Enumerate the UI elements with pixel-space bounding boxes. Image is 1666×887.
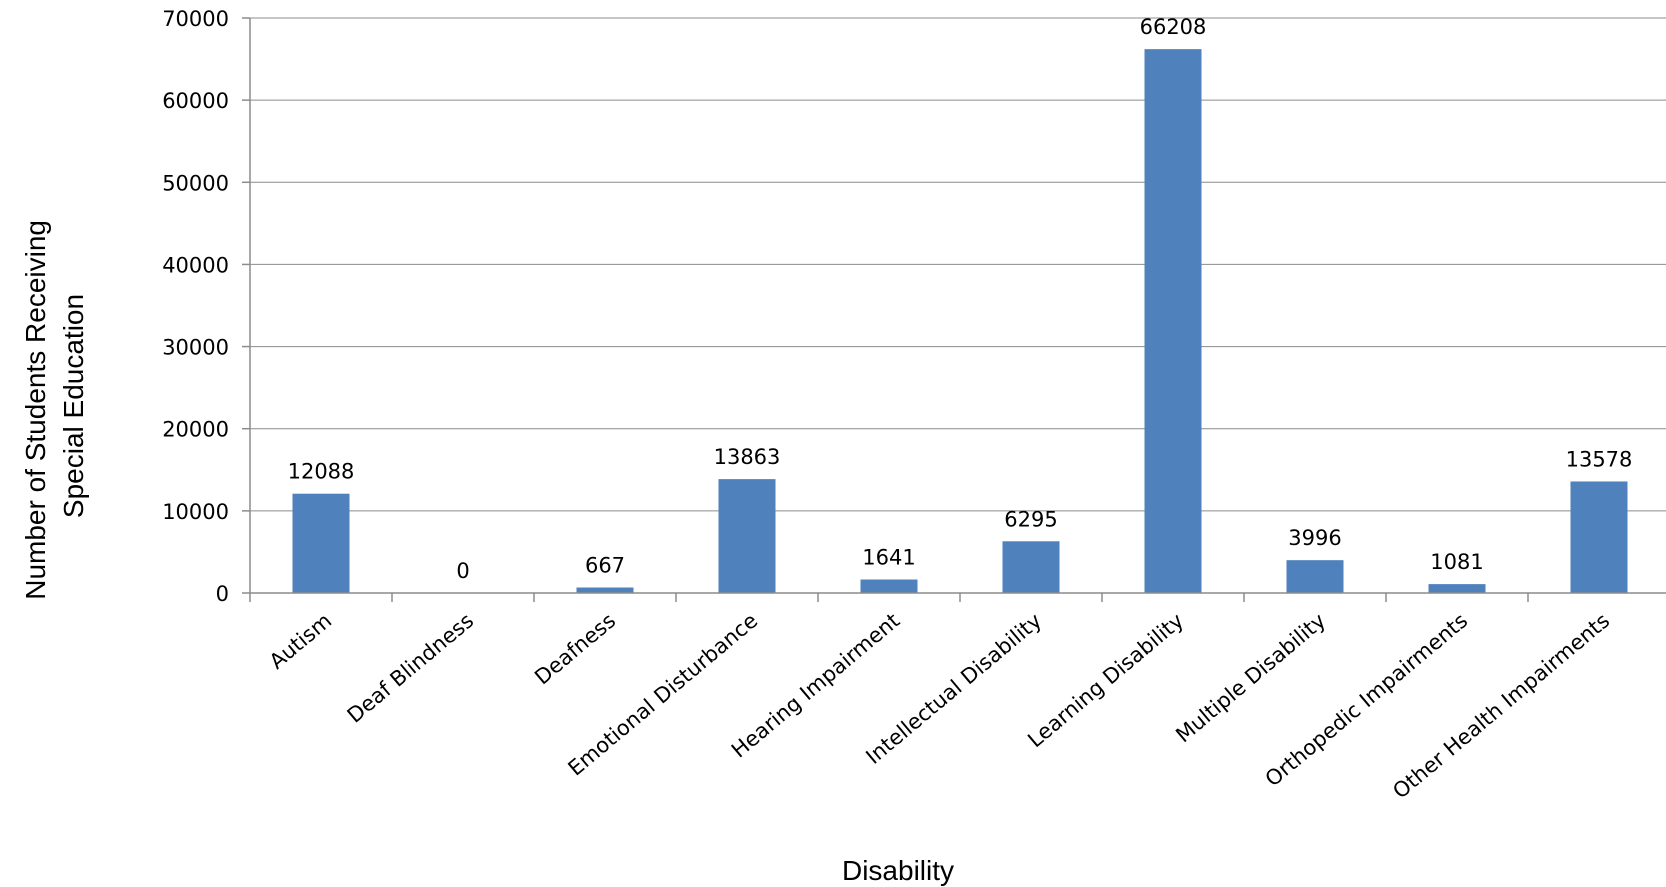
data-label: 12088 bbox=[288, 460, 355, 484]
data-label: 1081 bbox=[1430, 550, 1483, 574]
bar bbox=[1429, 584, 1486, 593]
data-label: 66208 bbox=[1140, 15, 1207, 39]
bar bbox=[1145, 49, 1202, 593]
bar bbox=[719, 479, 776, 593]
bar bbox=[1287, 560, 1344, 593]
x-tick-label: Multiple Disability bbox=[1171, 608, 1330, 747]
data-label: 3996 bbox=[1288, 526, 1341, 550]
y-axis-title: Number of Students Receiving Special Edu… bbox=[20, 212, 89, 600]
y-axis-title-line-1: Number of Students Receiving bbox=[20, 220, 51, 600]
gridlines bbox=[250, 18, 1666, 511]
bar bbox=[293, 494, 350, 593]
y-tick-label: 70000 bbox=[162, 7, 229, 31]
x-tick-label: Deaf Blindness bbox=[343, 608, 479, 727]
data-label: 1641 bbox=[862, 546, 915, 570]
x-tick-label: Autism bbox=[265, 608, 336, 673]
y-axis-title-line-2: Special Education bbox=[58, 294, 89, 518]
data-label: 0 bbox=[456, 559, 469, 583]
bar bbox=[1003, 541, 1060, 593]
y-tick-label: 60000 bbox=[162, 89, 229, 113]
bar bbox=[1571, 481, 1628, 593]
bars bbox=[293, 49, 1628, 593]
y-tick-label: 0 bbox=[216, 582, 229, 606]
y-tick-label: 40000 bbox=[162, 253, 229, 277]
x-tick-label: Deafness bbox=[530, 608, 620, 689]
y-tick-label: 50000 bbox=[162, 171, 229, 195]
x-axis-title: Disability bbox=[842, 855, 954, 886]
bar bbox=[861, 580, 918, 593]
axes bbox=[242, 18, 1666, 602]
x-tick-label: Learning Disability bbox=[1023, 608, 1188, 752]
bar bbox=[577, 588, 634, 593]
data-label: 667 bbox=[585, 554, 625, 578]
data-label: 13863 bbox=[714, 445, 781, 469]
y-tick-label: 30000 bbox=[162, 336, 229, 360]
y-tick-label: 20000 bbox=[162, 418, 229, 442]
data-label: 6295 bbox=[1004, 507, 1057, 531]
data-label: 13578 bbox=[1566, 447, 1633, 471]
y-tick-label: 10000 bbox=[162, 500, 229, 524]
labels: 0 10000 20000 30000 40000 50000 60000 70000 1208… bbox=[162, 7, 1632, 803]
